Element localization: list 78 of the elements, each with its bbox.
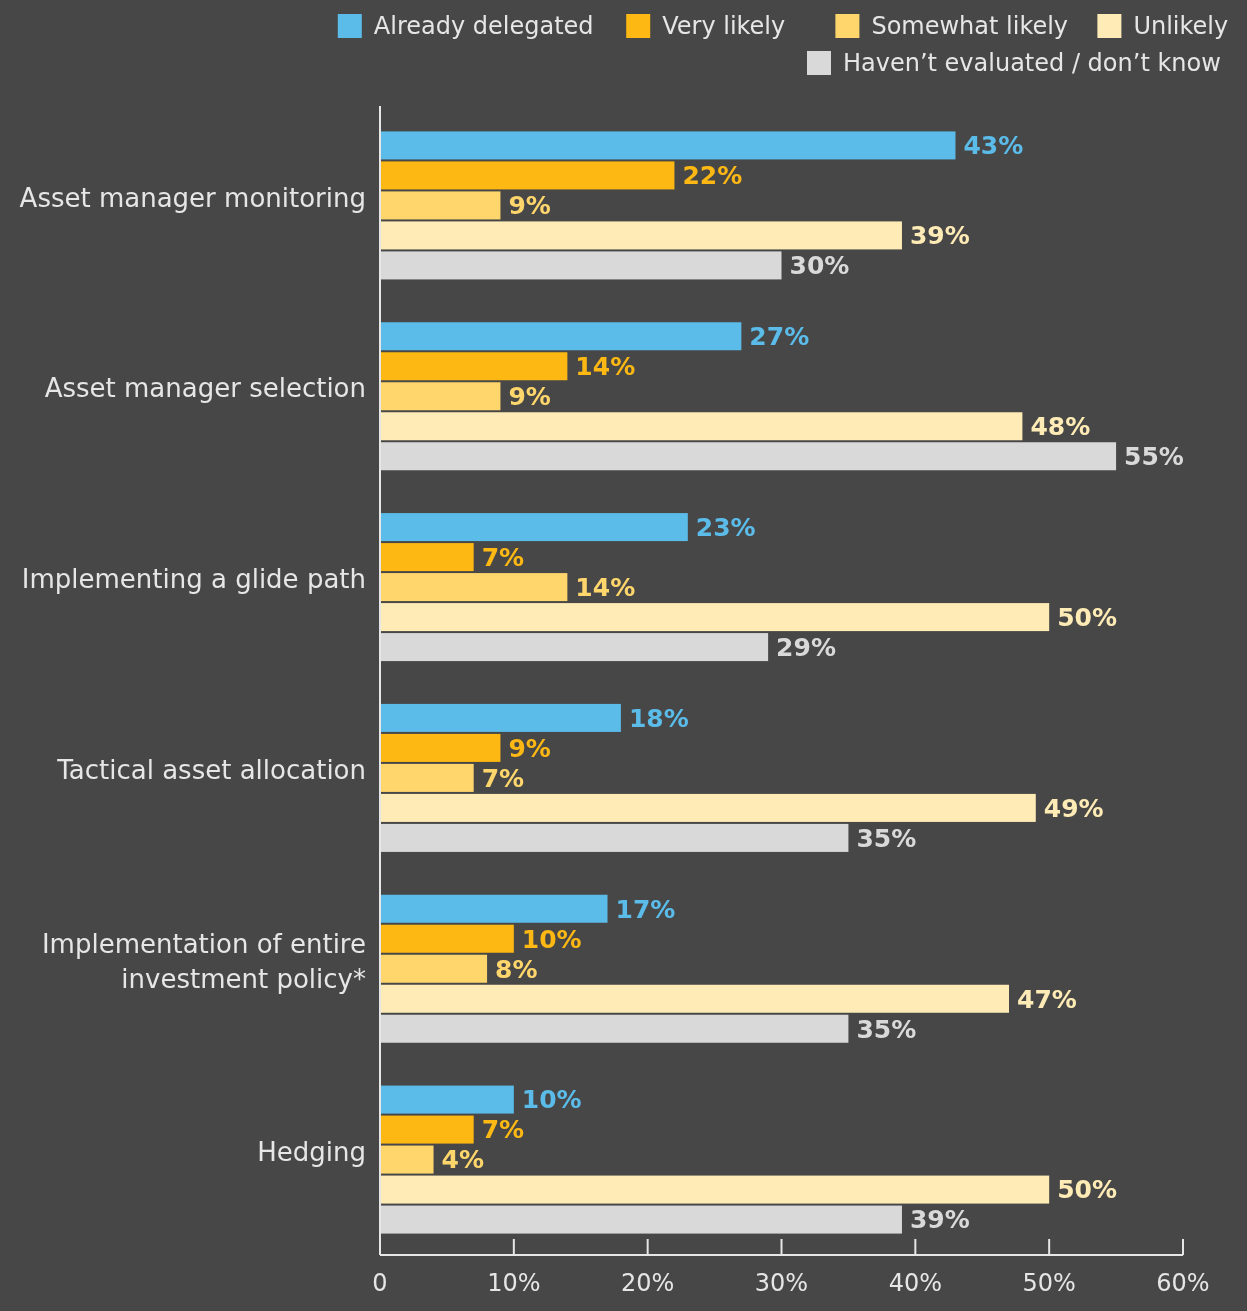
data-label: 27%	[749, 322, 810, 351]
x-tick-label: 60%	[1156, 1269, 1210, 1297]
data-label: 17%	[615, 894, 676, 924]
data-label: 39%	[909, 1205, 970, 1235]
bar	[380, 793, 1036, 822]
y-tick-label: Tactical asset allocation	[56, 755, 366, 786]
bar	[380, 221, 902, 250]
x-tick-label: 50%	[1022, 1269, 1076, 1297]
bar	[380, 322, 742, 351]
data-label: 39%	[909, 221, 970, 251]
legend-label: Unlikely	[1133, 12, 1229, 41]
data-label: 8%	[495, 954, 538, 984]
data-label: 10%	[521, 924, 582, 954]
data-label: 55%	[1124, 442, 1184, 471]
bar	[380, 894, 608, 923]
data-label: 7%	[481, 542, 525, 572]
bar	[380, 633, 769, 662]
data-label: 18%	[628, 703, 689, 733]
y-tick-label: Asset manager selection	[44, 373, 366, 404]
data-label: 4%	[441, 1145, 484, 1175]
bar	[380, 703, 621, 732]
data-label: 50%	[1057, 1175, 1118, 1205]
data-label: 22%	[682, 161, 743, 191]
bar	[380, 573, 568, 602]
bar	[380, 161, 675, 190]
data-label: 9%	[508, 191, 551, 221]
y-tick-label: Implementation of entire investment policy*	[41, 928, 366, 994]
bar	[380, 352, 568, 381]
data-label: 7%	[481, 763, 525, 793]
x-tick-label: 20%	[620, 1269, 675, 1297]
bar	[380, 603, 1050, 632]
data-label: 14%	[575, 352, 636, 381]
data-label: 49%	[1043, 793, 1104, 823]
bar	[380, 543, 474, 572]
legend-label: Somewhat likely	[871, 12, 1069, 41]
bar	[380, 823, 849, 852]
bar	[380, 954, 488, 983]
data-label: 9%	[508, 382, 551, 411]
legend-label: Already delegated	[373, 12, 594, 41]
y-tick-label: Asset manager monitoring	[19, 182, 366, 213]
bar	[380, 382, 501, 411]
bar	[380, 1014, 849, 1043]
bar	[380, 924, 514, 953]
bar	[380, 1115, 474, 1144]
data-label: 43%	[963, 131, 1024, 161]
data-label: 7%	[481, 1115, 525, 1145]
data-label: 29%	[776, 632, 836, 662]
legend-label: Very likely	[662, 12, 786, 41]
data-label: 10%	[521, 1085, 582, 1115]
bar	[380, 733, 501, 762]
x-tick-label: 30%	[754, 1269, 809, 1297]
data-label: 14%	[575, 572, 636, 602]
bar	[380, 131, 956, 160]
bar	[380, 442, 1117, 471]
bar	[380, 513, 688, 542]
data-label: 23%	[695, 512, 756, 542]
y-tick-label: Hedging	[257, 1136, 366, 1167]
data-label: 30%	[789, 251, 850, 281]
x-tick-label: 0	[372, 1269, 388, 1297]
bar	[380, 412, 1023, 441]
x-tick-label: 40%	[888, 1269, 943, 1297]
bar	[380, 251, 782, 280]
bar	[380, 191, 501, 220]
data-label: 48%	[1030, 412, 1091, 441]
data-label: 9%	[508, 733, 551, 763]
data-label: 35%	[856, 1014, 917, 1044]
legend-label: Haven’t evaluated / don’t know	[843, 49, 1221, 78]
data-label: 50%	[1057, 602, 1118, 632]
bar	[380, 984, 1010, 1013]
x-tick-label: 10%	[487, 1269, 541, 1297]
data-label: 47%	[1017, 984, 1077, 1014]
y-tick-label: Implementing a glide path	[21, 564, 366, 595]
bar	[380, 1085, 514, 1114]
data-label: 35%	[856, 823, 917, 853]
bar	[380, 1205, 902, 1234]
bar	[380, 763, 474, 792]
bar	[380, 1175, 1050, 1204]
bar	[380, 1145, 434, 1174]
